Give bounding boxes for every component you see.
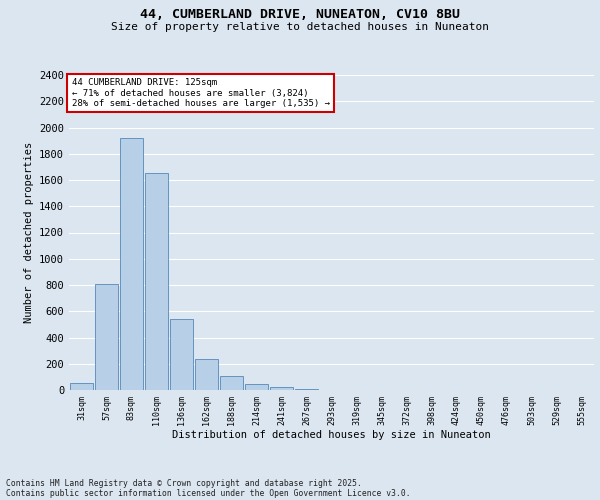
X-axis label: Distribution of detached houses by size in Nuneaton: Distribution of detached houses by size … [172,430,491,440]
Bar [120,138,143,390]
Bar [295,388,318,390]
Bar [95,284,118,390]
Bar [170,319,193,390]
Bar [195,359,218,390]
Text: Contains HM Land Registry data © Crown copyright and database right 2025.: Contains HM Land Registry data © Crown c… [6,478,362,488]
Bar [145,174,168,390]
Text: 44, CUMBERLAND DRIVE, NUNEATON, CV10 8BU: 44, CUMBERLAND DRIVE, NUNEATON, CV10 8BU [140,8,460,20]
Bar [270,386,293,390]
Y-axis label: Number of detached properties: Number of detached properties [23,142,34,323]
Text: Size of property relative to detached houses in Nuneaton: Size of property relative to detached ho… [111,22,489,32]
Text: Contains public sector information licensed under the Open Government Licence v3: Contains public sector information licen… [6,488,410,498]
Text: 44 CUMBERLAND DRIVE: 125sqm
← 71% of detached houses are smaller (3,824)
28% of : 44 CUMBERLAND DRIVE: 125sqm ← 71% of det… [71,78,329,108]
Bar [245,384,268,390]
Bar [70,384,93,390]
Bar [220,376,243,390]
